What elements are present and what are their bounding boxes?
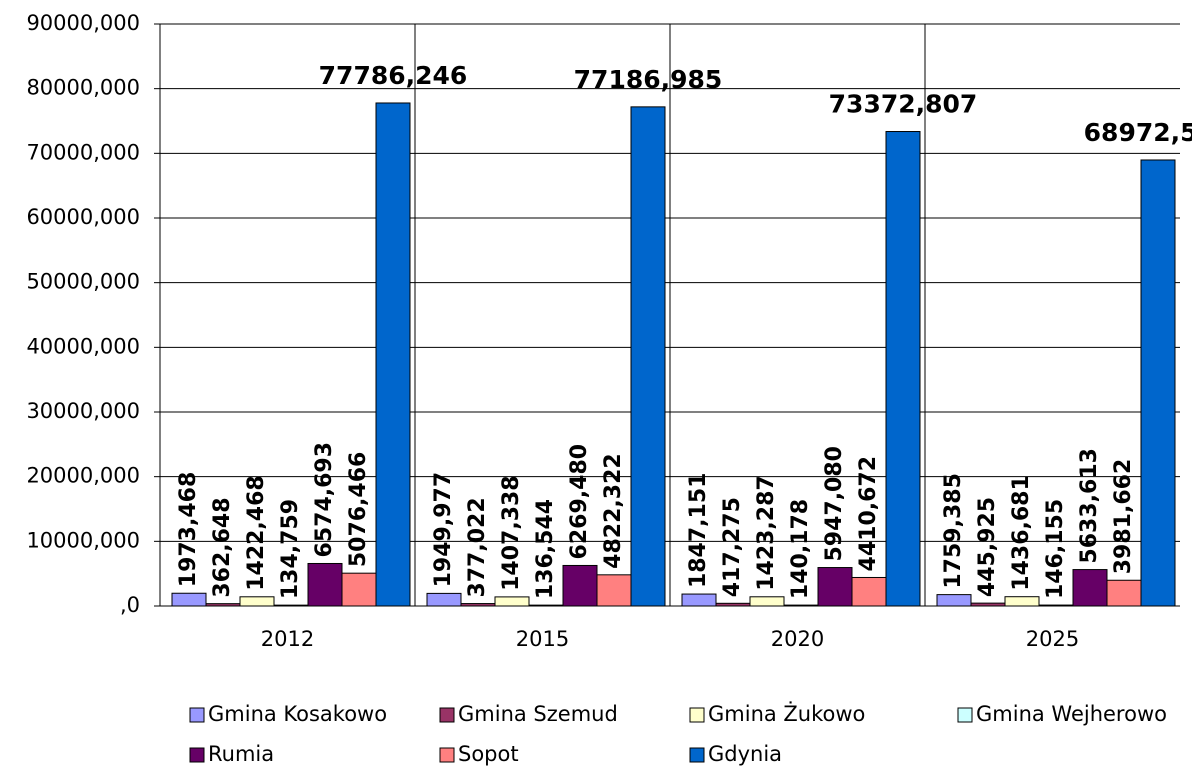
- legend-label: Gmina Wejherowo: [976, 702, 1167, 726]
- value-label: 445,925: [975, 497, 1000, 597]
- x-tick-label: 2020: [771, 627, 824, 651]
- value-label: 77186,985: [574, 65, 723, 94]
- y-tick-label: 10000,000: [26, 528, 140, 552]
- legend-label: Gdynia: [708, 742, 782, 766]
- bar: [749, 596, 785, 607]
- value-label: 1847,151: [686, 473, 711, 589]
- bar: [341, 572, 377, 607]
- value-label: 1423,287: [754, 475, 779, 591]
- value-label: 1973,468: [176, 472, 201, 588]
- value-label: 4410,672: [856, 456, 881, 572]
- value-label: 6574,693: [312, 442, 337, 558]
- value-label: 5076,466: [346, 452, 371, 568]
- value-label: 73372,807: [829, 90, 978, 119]
- bar: [562, 564, 598, 607]
- legend-label: Gmina Szemud: [458, 702, 618, 726]
- value-label: 140,178: [788, 499, 813, 599]
- value-label: 417,275: [720, 497, 745, 597]
- bar: [460, 603, 496, 607]
- bar: [1038, 604, 1074, 607]
- value-label: 1407,338: [499, 475, 524, 591]
- y-tick-label: 90000,000: [26, 11, 140, 35]
- bar: [630, 106, 666, 607]
- bar: [1140, 159, 1176, 607]
- bar: [1004, 596, 1040, 607]
- value-label: 77786,246: [319, 61, 468, 90]
- x-tick-label: 2025: [1026, 627, 1079, 651]
- bar: [936, 594, 972, 607]
- bar: [426, 592, 462, 607]
- legend-swatch: [189, 747, 205, 763]
- legend-swatch: [957, 707, 973, 723]
- value-label: 4822,322: [601, 453, 626, 569]
- bar: [239, 596, 275, 607]
- legend-label: Gmina Kosakowo: [208, 702, 387, 726]
- value-label: 1759,385: [941, 473, 966, 589]
- bar: [885, 131, 921, 607]
- value-label: 146,155: [1043, 499, 1068, 599]
- bar: [681, 593, 717, 607]
- value-label: 1949,977: [431, 472, 456, 588]
- bar: [205, 603, 241, 607]
- bar: [494, 596, 530, 607]
- legend-swatch: [189, 707, 205, 723]
- value-label: 1436,681: [1009, 475, 1034, 591]
- bar: [375, 102, 411, 607]
- y-tick-label: 60000,000: [26, 205, 140, 229]
- value-label: 134,759: [278, 499, 303, 599]
- legend-swatch: [439, 707, 455, 723]
- bar: [851, 576, 887, 607]
- legend-swatch: [439, 747, 455, 763]
- y-tick-label: 20000,000: [26, 464, 140, 488]
- y-tick-label: ,0: [120, 593, 140, 617]
- value-label: 6269,480: [567, 444, 592, 560]
- value-label: 68972,531: [1084, 118, 1192, 147]
- x-tick-label: 2015: [516, 627, 569, 651]
- y-tick-label: 30000,000: [26, 399, 140, 423]
- bar: [307, 562, 343, 607]
- bar: [970, 602, 1006, 607]
- legend-label: Sopot: [458, 742, 519, 766]
- legend-label: Rumia: [208, 742, 274, 766]
- bar: [817, 567, 853, 607]
- legend-swatch: [689, 747, 705, 763]
- legend-swatch: [689, 707, 705, 723]
- bar: [171, 592, 207, 607]
- y-tick-label: 70000,000: [26, 140, 140, 164]
- y-tick-label: 40000,000: [26, 334, 140, 358]
- bar: [1072, 569, 1108, 607]
- value-label: 377,022: [465, 497, 490, 597]
- value-label: 1422,468: [244, 475, 269, 591]
- value-label: 5633,613: [1077, 448, 1102, 564]
- bar: [783, 604, 819, 607]
- x-tick-label: 2012: [261, 627, 314, 651]
- value-label: 5947,080: [822, 446, 847, 562]
- bar: [273, 604, 309, 607]
- y-tick-label: 50000,000: [26, 270, 140, 294]
- y-tick-label: 80000,000: [26, 76, 140, 100]
- value-label: 3981,662: [1111, 459, 1136, 575]
- bar: [596, 574, 632, 607]
- legend-label: Gmina Żukowo: [708, 701, 865, 726]
- bar: [715, 602, 751, 607]
- value-label: 136,544: [533, 499, 558, 599]
- bar: [528, 604, 564, 607]
- value-label: 362,648: [210, 497, 235, 597]
- bar: [1106, 579, 1142, 607]
